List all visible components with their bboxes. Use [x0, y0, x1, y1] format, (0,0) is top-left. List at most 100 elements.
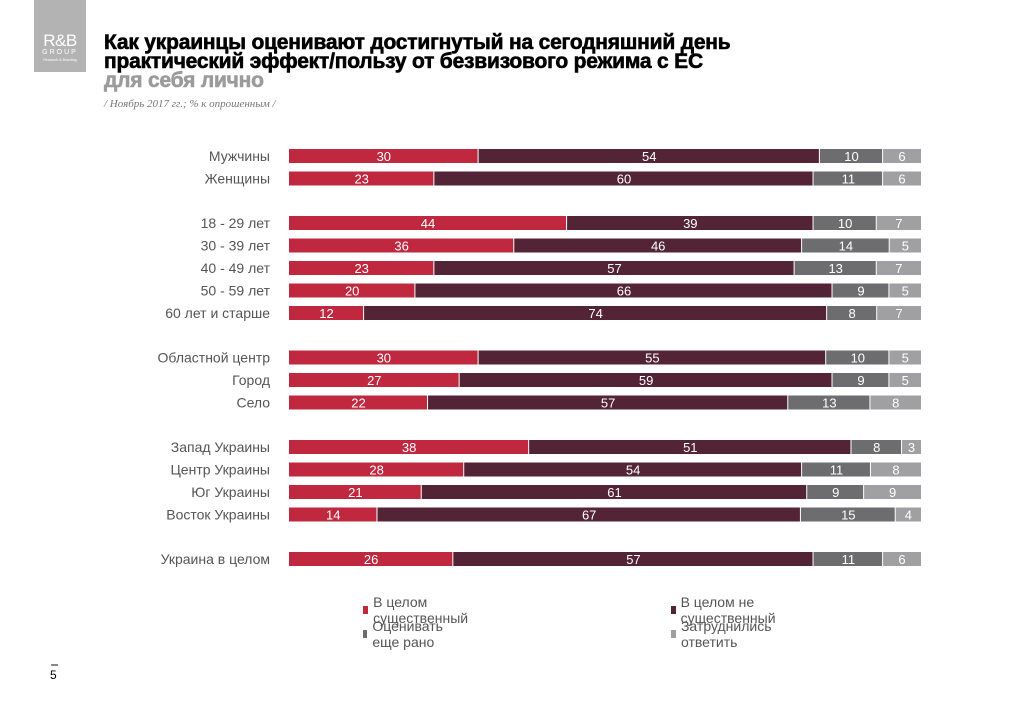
bar-segment	[434, 171, 813, 186]
data-label: 66	[617, 284, 631, 299]
legend-item: В целом существенный	[363, 594, 471, 626]
data-label: 4	[905, 508, 912, 523]
bar-segment	[364, 306, 827, 320]
category-label: 60 лет и старше	[165, 305, 270, 321]
bar-segment	[788, 395, 870, 410]
data-label: 5	[902, 284, 909, 299]
legend-swatch	[363, 630, 368, 638]
data-label: 23	[354, 172, 368, 187]
data-label: 39	[683, 216, 697, 231]
data-label: 60	[617, 172, 631, 187]
bar-segment	[807, 485, 864, 499]
bar-segment	[289, 261, 434, 275]
data-label: 9	[857, 284, 864, 299]
data-label: 67	[582, 508, 596, 523]
legend-swatch	[363, 606, 369, 614]
chart-title-line-2: практический эффект/пользу от безвизовог…	[104, 50, 704, 73]
bar-segment	[415, 283, 832, 298]
bar-segment	[902, 440, 921, 454]
data-label: 10	[838, 216, 852, 231]
data-label: 54	[642, 149, 656, 164]
data-label: 22	[351, 396, 365, 411]
bar-segment	[289, 306, 364, 320]
data-label: 59	[639, 373, 653, 388]
legend-label: Затруднились ответить	[680, 618, 772, 650]
data-label: 46	[651, 239, 665, 254]
bar-segment	[802, 462, 870, 477]
bar-segment	[289, 373, 459, 387]
category-label: 18 - 29 лет	[201, 215, 271, 231]
bar-segment	[800, 507, 895, 522]
bar-segment	[421, 485, 807, 499]
bar-segment	[453, 552, 813, 566]
data-label: 12	[319, 306, 333, 321]
bar-segment	[883, 552, 921, 566]
data-label: 54	[626, 463, 640, 478]
bar-segment	[827, 306, 877, 320]
legend-swatch	[671, 630, 676, 638]
bar-segment	[464, 462, 802, 477]
page-number: 5	[50, 664, 58, 682]
data-label: 27	[367, 373, 381, 388]
data-label: 5	[902, 239, 909, 254]
bar-segment	[567, 216, 813, 230]
category-label: Юг Украины	[191, 484, 270, 500]
bar-segment	[289, 238, 514, 253]
data-label: 26	[364, 552, 378, 567]
chart-subtitle-note: / Ноябрь 2017 гг.; % к опрошенным /	[104, 98, 276, 110]
bar-segment	[895, 507, 921, 522]
data-label: 28	[369, 463, 383, 478]
data-label: 6	[898, 149, 905, 164]
bar-segment	[459, 373, 832, 387]
category-label: Город	[232, 372, 270, 388]
logo-text-group: GROUP	[42, 49, 78, 56]
data-label: 8	[873, 440, 880, 455]
bar-segment	[864, 485, 921, 499]
bar-segment	[289, 440, 529, 454]
chart-title-line-3: для себя лично	[104, 69, 265, 92]
logo-text-tagline: Research & Branding	[43, 58, 77, 62]
bar-segment	[870, 462, 921, 477]
category-label: 40 - 49 лет	[201, 260, 271, 276]
data-label: 13	[822, 396, 836, 411]
data-label: 15	[841, 508, 855, 523]
bar-segment	[428, 395, 788, 410]
bar-segment	[289, 462, 464, 477]
data-label: 21	[348, 485, 362, 500]
data-label: 7	[895, 261, 902, 276]
bar-segment	[832, 373, 889, 387]
data-label: 55	[645, 351, 659, 366]
data-label: 36	[394, 239, 408, 254]
data-label: 3	[908, 440, 915, 455]
data-label: 14	[839, 239, 853, 254]
chart-title: Как украинцы оценивают достигнутый на се…	[104, 31, 731, 92]
category-label: Мужчины	[209, 148, 270, 164]
bar-segment	[289, 216, 567, 230]
chart-title-line-1: Как украинцы оценивают достигнутый на се…	[104, 31, 731, 54]
data-label: 38	[402, 440, 416, 455]
bar-segment	[289, 350, 478, 365]
legend-item: В целом не существенный	[671, 594, 779, 626]
bar-segment	[478, 350, 826, 365]
data-label: 23	[354, 261, 368, 276]
bar-segment	[794, 261, 876, 275]
data-label: 9	[832, 485, 839, 500]
bar-segment	[876, 216, 921, 230]
data-label: 14	[326, 508, 340, 523]
bar-segment	[514, 238, 802, 253]
category-label: Украина в целом	[161, 551, 270, 567]
bar-segment	[802, 238, 889, 253]
data-label: 5	[902, 351, 909, 366]
bar-segment	[889, 238, 921, 253]
bar-segment	[876, 261, 921, 275]
data-label: 9	[889, 485, 896, 500]
bar-segment	[889, 283, 921, 298]
logo-text-rb: R&B	[43, 31, 77, 50]
data-label: 57	[607, 261, 621, 276]
bar-segment	[289, 552, 453, 566]
category-label: Село	[236, 395, 270, 411]
data-label: 8	[892, 463, 899, 478]
bar-segment	[832, 283, 889, 298]
bar-segment	[826, 350, 889, 365]
